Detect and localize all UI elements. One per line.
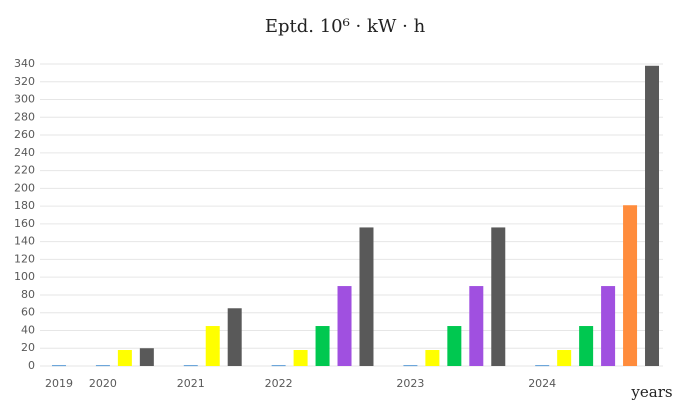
x-tick-label: 2019 <box>45 377 73 390</box>
y-tick-label: 280 <box>14 110 35 123</box>
y-tick-label: 120 <box>14 252 35 265</box>
y-tick-label: 80 <box>21 288 35 301</box>
bar <box>117 350 132 366</box>
bar <box>271 365 286 367</box>
y-tick-label: 220 <box>14 164 35 177</box>
y-tick-label: 40 <box>21 323 35 336</box>
bar <box>447 326 462 366</box>
y-tick-label: 320 <box>14 75 35 88</box>
bar <box>205 326 220 366</box>
bar <box>469 286 484 366</box>
bar <box>315 326 330 366</box>
bar <box>359 227 374 366</box>
y-tick-label: 200 <box>14 181 35 194</box>
y-tick-label: 340 <box>14 57 35 70</box>
y-tick-label: 140 <box>14 235 35 248</box>
bar <box>403 365 418 367</box>
bar <box>293 350 308 366</box>
bar <box>139 348 154 366</box>
x-tick-label: 2023 <box>396 377 424 390</box>
bar <box>579 326 594 366</box>
y-tick-label: 180 <box>14 199 35 212</box>
bar <box>623 205 638 366</box>
bar <box>227 308 242 366</box>
bar <box>337 286 352 366</box>
y-tick-label: 240 <box>14 146 35 159</box>
bar <box>51 365 66 367</box>
bar <box>645 65 660 366</box>
bar <box>95 365 110 367</box>
x-tick-label: 2022 <box>265 377 293 390</box>
bar <box>183 365 198 367</box>
y-tick-label: 100 <box>14 270 35 283</box>
bar <box>491 227 506 366</box>
y-tick-label: 0 <box>28 359 35 372</box>
chart-title: Eptd. 10⁶ · kW · h <box>265 16 426 37</box>
x-tick-label: 2024 <box>528 377 556 390</box>
x-tick-label: 2020 <box>89 377 117 390</box>
y-tick-label: 20 <box>21 341 35 354</box>
x-tick-label: 2021 <box>177 377 205 390</box>
y-tick-label: 160 <box>14 217 35 230</box>
y-tick-label: 300 <box>14 93 35 106</box>
bar <box>425 350 440 366</box>
y-tick-label: 260 <box>14 128 35 141</box>
bar <box>535 365 550 367</box>
x-axis-label: years <box>630 383 672 401</box>
y-tick-label: 60 <box>21 306 35 319</box>
bar <box>601 286 616 366</box>
bar <box>557 350 572 366</box>
